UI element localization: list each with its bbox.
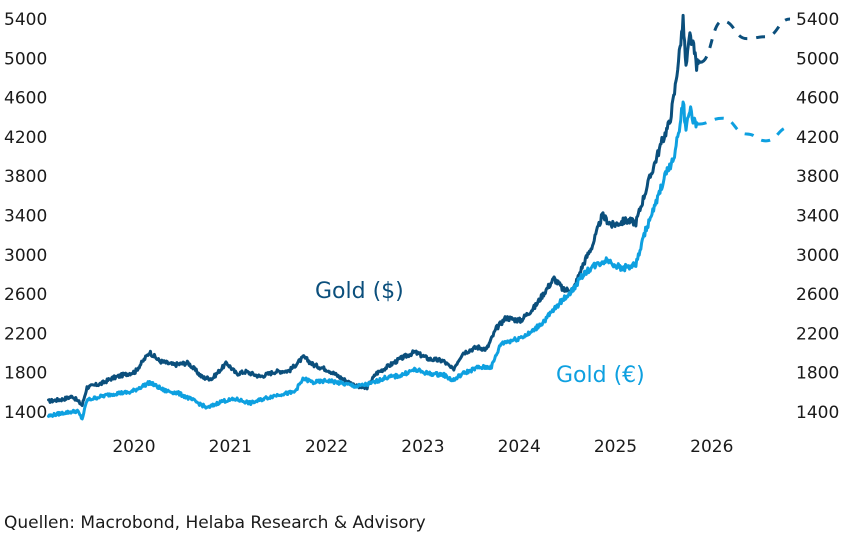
y-tick-label-right: 3000: [796, 246, 839, 266]
series-line-gold-forecast: [699, 17, 791, 64]
y-tick-label-right: 4600: [796, 89, 839, 109]
x-tick-label: 2026: [690, 437, 733, 457]
y-tick-label-left: 1400: [4, 403, 47, 423]
y-tick-label-right: 5400: [796, 10, 839, 30]
gold-price-chart: 5400 5000 4600 4200 3800 3400 3000 2600 2200 1800…: [4, 10, 839, 457]
series-line-gold: [47, 13, 702, 407]
y-tick-label-left: 5000: [4, 49, 47, 69]
y-tick-label-right: 3400: [796, 207, 839, 227]
y-tick-label-left: 5400: [4, 10, 47, 30]
y-tick-label-left: 4200: [4, 128, 47, 148]
series-label-gold-eur: Gold (€): [556, 363, 645, 388]
x-tick-label: 2021: [209, 437, 252, 457]
y-axis-left: 5400 5000 4600 4200 3800 3400 3000 2600 2200 1800…: [4, 10, 47, 423]
series-lines: [47, 13, 791, 421]
y-tick-label-left: 1800: [4, 364, 47, 384]
series-line-gold-forecast: [697, 116, 791, 143]
y-axis-right: 5400 5000 4600 4200 3800 3400 3000 2600 2200 1800…: [796, 10, 839, 423]
x-tick-label: 2020: [112, 437, 155, 457]
y-tick-label-right: 1800: [796, 364, 839, 384]
y-tick-label-left: 3800: [4, 167, 47, 187]
y-tick-label-right: 2200: [796, 324, 839, 344]
y-tick-label-right: 5000: [796, 49, 839, 69]
y-tick-label-left: 3400: [4, 207, 47, 227]
x-tick-label: 2025: [594, 437, 637, 457]
series-line-gold: [47, 100, 700, 421]
y-tick-label-right: 4200: [796, 128, 839, 148]
x-axis: 2020 2021 2022 2023 2024 2025 2026: [112, 437, 733, 457]
source-note: Quellen: Macrobond, Helaba Research & Ad…: [4, 513, 426, 533]
y-tick-label-left: 3000: [4, 246, 47, 266]
y-tick-label-right: 2600: [796, 285, 839, 305]
x-tick-label: 2022: [305, 437, 348, 457]
x-tick-label: 2024: [498, 437, 541, 457]
y-tick-label-right: 3800: [796, 167, 839, 187]
y-tick-label-left: 4600: [4, 89, 47, 109]
series-label-gold-usd: Gold ($): [315, 279, 404, 304]
y-tick-label-left: 2200: [4, 324, 47, 344]
x-tick-label: 2023: [401, 437, 444, 457]
y-tick-label-right: 1400: [796, 403, 839, 423]
y-tick-label-left: 2600: [4, 285, 47, 305]
